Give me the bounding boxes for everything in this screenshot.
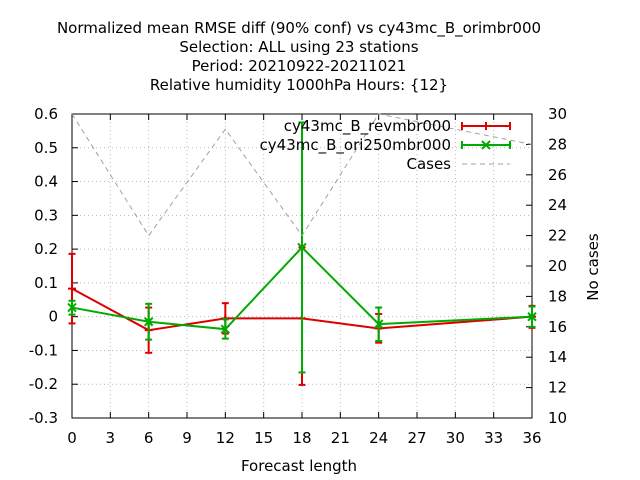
series-line xyxy=(71,287,533,332)
y2-tick-label: 20 xyxy=(548,257,567,275)
data-point xyxy=(67,302,77,313)
y2-tick-label: 14 xyxy=(548,348,567,366)
legend: cy43mc_B_revmbr000cy43mc_B_ori250mbr000C… xyxy=(260,117,511,173)
x-tick-label: 30 xyxy=(446,429,465,447)
y-tick-label: 0.5 xyxy=(34,139,58,157)
y-tick-label: 0.4 xyxy=(34,173,58,191)
y2-tick-label: 16 xyxy=(548,318,567,336)
y2-tick-label: 22 xyxy=(548,227,567,245)
x-tick-label: 36 xyxy=(522,429,541,447)
axes: 0 3 6 9 12 15 18 21 24 27 30 33 36-0.3-0.2-0.100.10.… xyxy=(29,105,567,447)
data-point xyxy=(143,317,154,327)
title-line-3: Period: 20210922-20211021 xyxy=(192,57,407,75)
x-tick-label: 21 xyxy=(331,429,350,447)
title-line-2: Selection: ALL using 23 stations xyxy=(179,38,418,56)
plot-area xyxy=(67,113,537,386)
x-tick-label: 6 xyxy=(144,429,154,447)
y-tick-label: 0.3 xyxy=(34,206,58,224)
x-tick-label: 27 xyxy=(407,429,426,447)
y2-tick-label: 18 xyxy=(548,287,567,305)
y-tick-label: -0.1 xyxy=(29,341,58,359)
data-point xyxy=(527,311,537,322)
y-tick-label: 0 xyxy=(48,308,58,326)
x-tick-label: 18 xyxy=(292,429,311,447)
x-tick-label: 33 xyxy=(484,429,503,447)
y2-axis-label: No cases xyxy=(584,233,602,301)
x-tick-label: 12 xyxy=(216,429,235,447)
legend-marker xyxy=(481,140,491,150)
legend-label: Cases xyxy=(406,155,451,173)
series-line xyxy=(71,245,533,331)
legend-label: cy43mc_B_revmbr000 xyxy=(284,117,451,136)
data-point xyxy=(373,319,384,329)
title-line-1: Normalized mean RMSE diff (90% conf) vs … xyxy=(57,19,541,38)
title-line-4: Relative humidity 1000hPa Hours: {12} xyxy=(150,76,448,94)
y2-tick-label: 26 xyxy=(548,166,567,184)
x-tick-label: 0 xyxy=(67,429,77,447)
y-tick-label: -0.3 xyxy=(29,409,58,427)
legend-marker xyxy=(482,122,490,130)
y2-tick-label: 24 xyxy=(548,196,567,214)
y2-tick-label: 28 xyxy=(548,135,567,153)
x-tick-label: 15 xyxy=(254,429,273,447)
legend-label: cy43mc_B_ori250mbr000 xyxy=(260,136,451,155)
y-tick-label: -0.2 xyxy=(29,375,58,393)
data-point xyxy=(220,324,231,334)
y2-tick-label: 12 xyxy=(548,379,567,397)
x-tick-label: 3 xyxy=(106,429,116,447)
x-tick-label: 24 xyxy=(369,429,388,447)
y-tick-label: 0.2 xyxy=(34,240,58,258)
x-tick-label: 9 xyxy=(182,429,192,447)
data-point xyxy=(68,284,76,293)
x-axis-label: Forecast length xyxy=(241,457,357,475)
data-point xyxy=(297,242,307,253)
chart-title: Normalized mean RMSE diff (90% conf) vs … xyxy=(57,19,541,94)
y2-tick-label: 30 xyxy=(548,105,567,123)
y2-tick-label: 10 xyxy=(548,409,567,427)
y-tick-label: 0.6 xyxy=(34,105,58,123)
y-tick-label: 0.1 xyxy=(34,274,58,292)
series-line xyxy=(71,113,533,237)
